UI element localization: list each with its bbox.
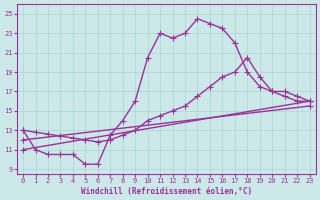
X-axis label: Windchill (Refroidissement éolien,°C): Windchill (Refroidissement éolien,°C) xyxy=(81,187,252,196)
